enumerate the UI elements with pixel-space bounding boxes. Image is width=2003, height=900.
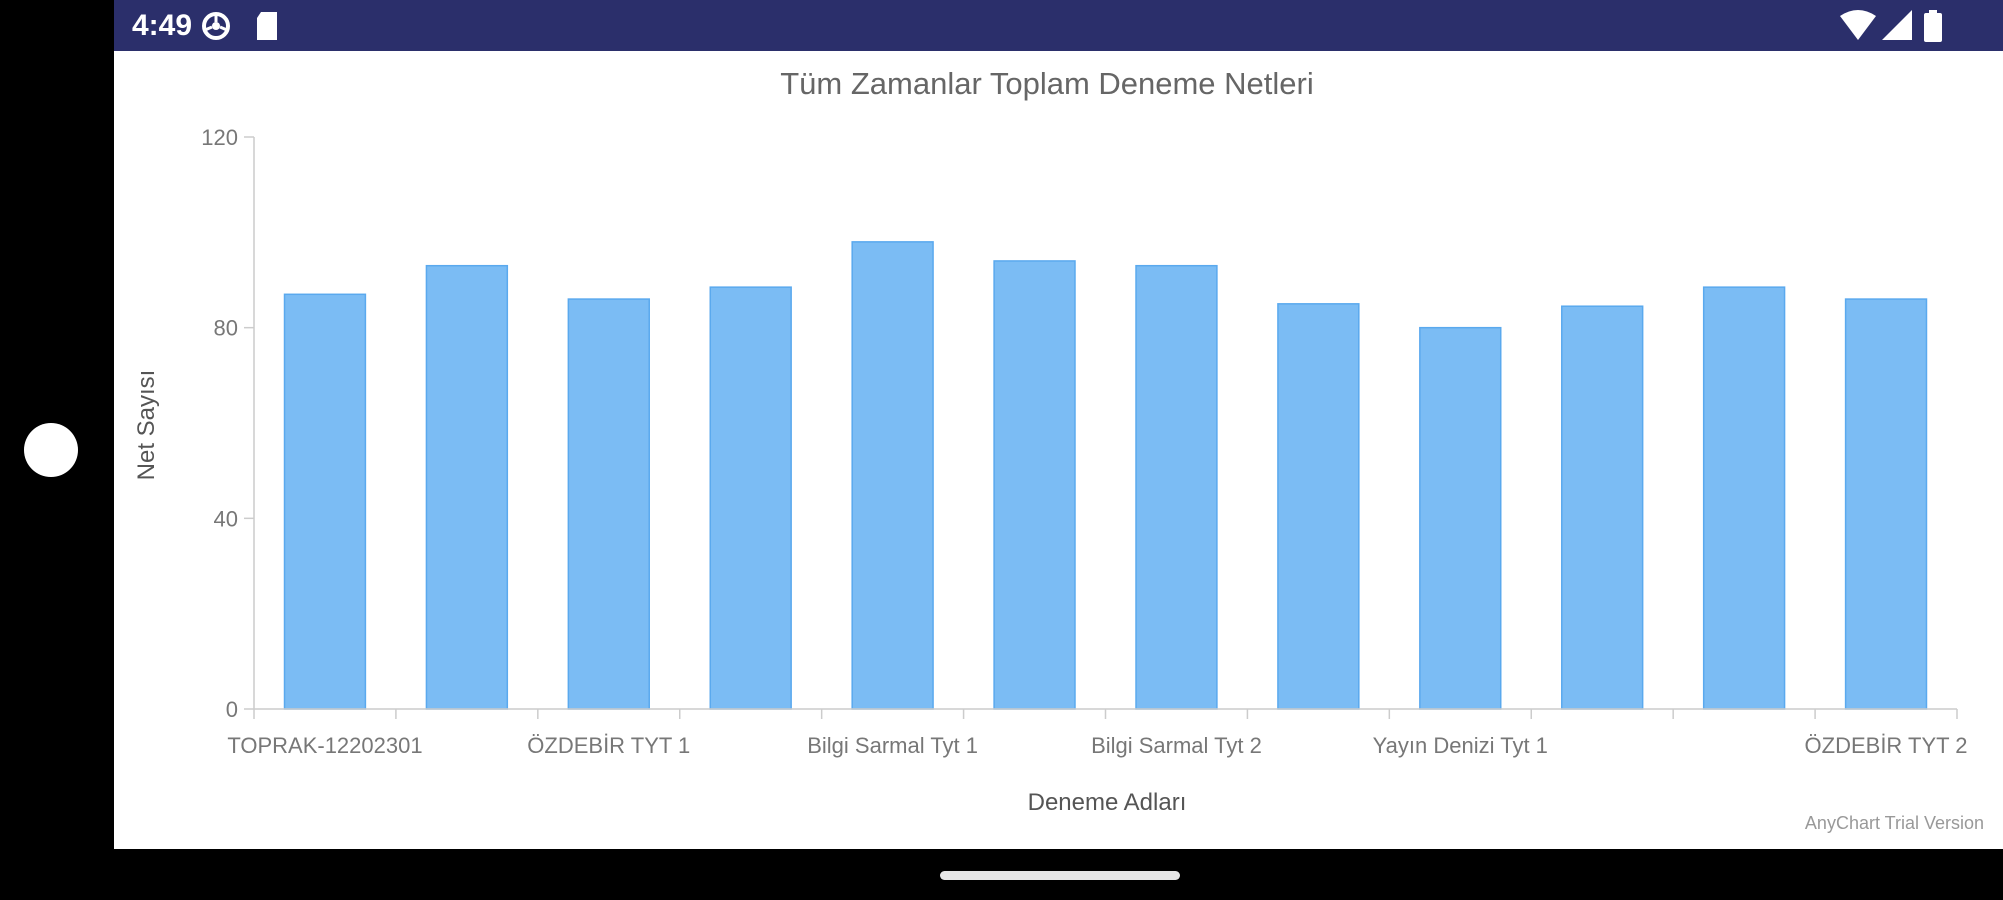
- settings-gear-icon: [202, 12, 230, 40]
- x-tick-label: Yayın Denizi Tyt 1: [1373, 733, 1548, 758]
- bar[interactable]: [1419, 326, 1502, 710]
- bar[interactable]: [1135, 264, 1218, 710]
- home-gesture-handle[interactable]: [940, 871, 1180, 880]
- y-axis-label: Net Sayısı: [133, 370, 160, 481]
- signal-icon: [1882, 10, 1912, 40]
- bar[interactable]: [567, 298, 650, 710]
- battery-icon: [1924, 10, 1942, 42]
- bar[interactable]: [709, 286, 792, 710]
- x-axis-label: Deneme Adları: [1028, 789, 1187, 816]
- y-tick-label: 40: [214, 506, 238, 531]
- x-tick-label: Bilgi Sarmal Tyt 2: [1091, 733, 1262, 758]
- x-tick-label: ÖZDEBİR TYT 2: [1805, 733, 1968, 758]
- sd-card-icon: [257, 12, 277, 40]
- chart-title: Tüm Zamanlar Toplam Deneme Netleri: [780, 66, 1314, 101]
- app-screen: 4:49 Tüm Zamanlar Toplam Deneme Netleri …: [114, 0, 2003, 849]
- bar[interactable]: [993, 260, 1076, 710]
- bar[interactable]: [1561, 305, 1644, 710]
- y-tick-label: 0: [226, 697, 238, 722]
- chart-credit: AnyChart Trial Version: [1805, 813, 1984, 833]
- x-tick-label: TOPRAK-12202301: [227, 733, 422, 758]
- x-tick-label: Bilgi Sarmal Tyt 1: [807, 733, 978, 758]
- bar[interactable]: [1702, 286, 1786, 710]
- navigation-bar: [114, 849, 2003, 900]
- bar[interactable]: [851, 241, 934, 710]
- x-tick-label: ÖZDEBİR TYT 1: [527, 733, 690, 758]
- bar[interactable]: [1844, 298, 1928, 710]
- y-tick-label: 80: [214, 316, 238, 341]
- bar-series: [283, 241, 1928, 710]
- bar[interactable]: [425, 264, 509, 710]
- x-axis: TOPRAK-12202301 ÖZDEBİR TYT 1 Bilgi Sarmal…: [227, 708, 1968, 758]
- status-time: 4:49: [132, 9, 193, 42]
- bar[interactable]: [1277, 303, 1360, 710]
- front-camera: [24, 423, 78, 477]
- y-tick-label: 120: [201, 125, 238, 150]
- y-axis: 0 40 80 120: [201, 125, 255, 722]
- bar-chart: Tüm Zamanlar Toplam Deneme Netleri Net S…: [133, 66, 1984, 833]
- bar[interactable]: [283, 293, 367, 710]
- wifi-icon: [1840, 10, 1876, 40]
- status-bar: 4:49: [114, 0, 2003, 51]
